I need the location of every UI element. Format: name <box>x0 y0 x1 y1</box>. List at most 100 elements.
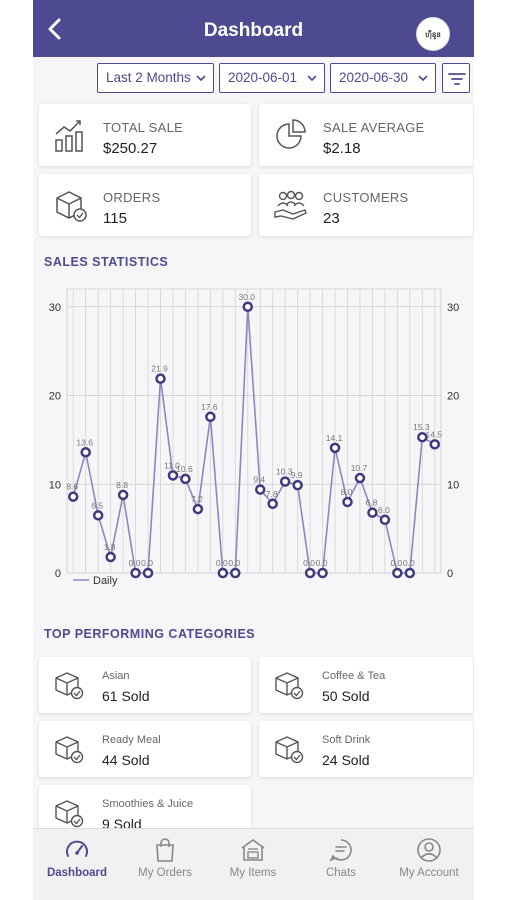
data-point <box>404 567 416 579</box>
category-name: Asian <box>102 670 130 682</box>
nav-my-items[interactable]: My Items <box>209 829 297 900</box>
orders-value: 115 <box>103 210 127 227</box>
nav-my-account[interactable]: My Account <box>385 829 473 900</box>
chevron-down-icon <box>307 75 317 82</box>
nav-dashboard[interactable]: Dashboard <box>33 829 121 900</box>
data-point <box>130 567 141 579</box>
data-value-label: 8.8 <box>116 480 128 490</box>
x-tick-label: 18 <box>279 283 291 285</box>
y-tick-label-right: 10 <box>447 479 459 491</box>
customers-label: CUSTOMERS <box>323 190 409 205</box>
y-tick-label-left: 0 <box>55 568 61 580</box>
data-value-label: 6.5 <box>91 500 103 510</box>
data-value-label: 9.4 <box>253 475 265 485</box>
category-card[interactable]: Asian 61 Sold <box>39 657 251 713</box>
store-icon <box>241 839 265 861</box>
chat-icon <box>329 839 352 862</box>
data-point <box>105 551 116 563</box>
end-date-dropdown[interactable]: 2020-06-30 <box>330 63 436 93</box>
data-value-label: 6.8 <box>366 498 378 508</box>
category-card[interactable]: Coffee & Tea 50 Sold <box>259 657 473 713</box>
x-tick-label: 16 <box>254 283 266 285</box>
series-line-daily <box>72 306 436 574</box>
data-point <box>329 442 341 454</box>
data-point <box>267 498 278 510</box>
data-value-label: 8.6 <box>66 482 78 492</box>
chevron-down-icon <box>418 75 428 82</box>
data-point <box>142 567 154 579</box>
data-point <box>117 489 129 501</box>
legend-label-daily: Daily <box>93 575 118 587</box>
sales-statistics-title: SALES STATISTICS <box>44 255 169 269</box>
data-value-label: 0.0 <box>216 558 228 568</box>
data-value-label: 0.0 <box>129 558 141 568</box>
orders-label: ORDERS <box>103 190 161 205</box>
data-point <box>417 431 428 443</box>
x-tick-label: 17 <box>267 283 279 285</box>
x-tick-label: 14 <box>229 283 241 285</box>
data-point <box>80 447 91 458</box>
data-value-label: 10.7 <box>351 463 368 473</box>
y-tick-label-left: 20 <box>49 391 61 403</box>
filter-button[interactable] <box>442 63 470 93</box>
data-value-label: 9.9 <box>291 470 303 480</box>
data-value-label: 21.9 <box>151 364 168 374</box>
category-sold: 61 Sold <box>102 688 150 704</box>
data-value-label: 7.2 <box>191 494 203 504</box>
y-tick-label-right: 30 <box>447 302 459 314</box>
x-tick-label: 24 <box>354 283 366 285</box>
x-tick-label: 8 <box>158 283 164 285</box>
total-sale-card[interactable]: TOTAL SALE $250.27 <box>39 104 251 166</box>
customers-card[interactable]: CUSTOMERS 23 <box>259 174 473 236</box>
orders-card[interactable]: ORDERS 115 <box>39 174 251 236</box>
x-tick-label: 10 <box>180 283 192 285</box>
x-tick-label: 27 <box>392 283 404 285</box>
x-tick-label: 28 <box>404 283 416 285</box>
range-dropdown[interactable]: Last 2 Months <box>97 63 214 93</box>
category-sold: 50 Sold <box>322 688 370 704</box>
category-box-icon <box>55 800 84 828</box>
category-card[interactable]: Ready Meal 44 Sold <box>39 721 251 777</box>
start-date-dropdown[interactable]: 2020-06-01 <box>219 63 325 93</box>
sale-average-card[interactable]: SALE AVERAGE $2.18 <box>259 104 473 166</box>
data-point <box>367 507 378 518</box>
page-title: Dashboard <box>203 20 304 41</box>
avatar-logo-text: ហ៊ឺនូន <box>425 32 441 39</box>
x-tick-label: 7 <box>145 283 151 285</box>
y-tick-label-left: 10 <box>49 479 61 491</box>
data-point <box>379 514 391 525</box>
range-value: Last 2 Months <box>106 70 191 85</box>
nav-my-orders[interactable]: My Orders <box>121 829 209 900</box>
x-tick-label: 23 <box>342 283 354 285</box>
x-tick-label: 5 <box>120 283 126 285</box>
avatar[interactable]: ហ៊ឺនូន <box>416 17 450 51</box>
bar-chart-trend-icon <box>55 120 83 152</box>
nav-my-account-label: My Account <box>399 867 459 879</box>
back-button[interactable] <box>43 16 69 42</box>
nav-chats[interactable]: Chats <box>297 829 385 900</box>
x-tick-label: 29 <box>416 283 428 285</box>
category-box-icon <box>55 736 84 764</box>
data-point <box>429 439 441 450</box>
category-sold: 44 Sold <box>102 752 150 768</box>
data-value-label: 0.0 <box>141 558 153 568</box>
x-tick-label: 6 <box>133 283 139 285</box>
x-tick-label: 19 <box>292 283 304 285</box>
y-tick-label-left: 30 <box>49 302 61 314</box>
bottom-nav: Dashboard My Orders My Items Chats <box>33 828 474 900</box>
data-point <box>354 472 366 484</box>
filter-bar: Last 2 Months 2020-06-01 2020-06-30 <box>33 63 474 95</box>
x-tick-label: 13 <box>217 283 229 285</box>
filter-icon <box>448 73 466 85</box>
data-value-label: 17.6 <box>201 402 218 412</box>
category-card[interactable]: Soft Drink 24 Sold <box>259 721 473 777</box>
x-tick-label: 3 <box>95 283 101 285</box>
category-name: Smoothies & Juice <box>102 798 194 810</box>
x-tick-label: 22 <box>329 283 341 285</box>
x-tick-label: 15 <box>242 283 254 285</box>
data-point <box>342 496 353 508</box>
data-point <box>67 491 79 502</box>
category-name: Coffee & Tea <box>322 670 386 682</box>
data-point <box>155 373 166 384</box>
sales-line-chart: 0010102020303012345678910111213141516171… <box>49 283 460 587</box>
